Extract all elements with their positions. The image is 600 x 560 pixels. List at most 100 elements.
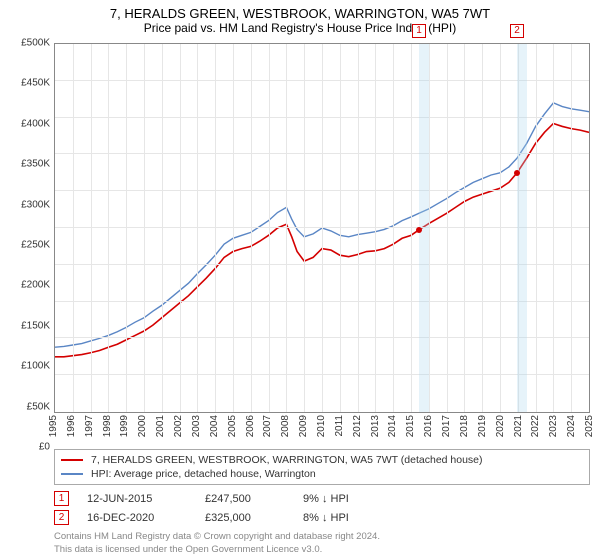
y-axis: £0£50K£100K£150K£200K£250K£300K£350K£400…	[10, 43, 54, 447]
transaction-row: 2 16-DEC-2020 £325,000 8% ↓ HPI	[54, 510, 590, 525]
transaction-relation: 9% ↓ HPI	[303, 493, 590, 505]
transaction-date: 12-JUN-2015	[87, 493, 187, 505]
gridline-vertical	[429, 44, 430, 412]
x-tick-label: 2000	[137, 415, 148, 437]
gridline-vertical	[126, 44, 127, 412]
x-tick-label: 2012	[352, 415, 363, 437]
y-tick-label: £250K	[21, 239, 50, 250]
gridline-vertical	[553, 44, 554, 412]
x-tick-label: 2017	[441, 415, 452, 437]
x-tick-label: 2020	[495, 415, 506, 437]
plot-region: 12	[54, 43, 590, 413]
x-tick-label: 2003	[191, 415, 202, 437]
plot-wrap: 12 1995199619971998199920002001200220032…	[54, 43, 590, 447]
gridline-vertical	[180, 44, 181, 412]
x-axis: 1995199619971998199920002001200220032004…	[54, 413, 590, 447]
gridline-vertical	[251, 44, 252, 412]
transaction-relation: 8% ↓ HPI	[303, 512, 590, 524]
x-tick-label: 2005	[227, 415, 238, 437]
x-tick-label: 1998	[102, 415, 113, 437]
y-tick-label: £50K	[27, 401, 50, 412]
gridline-vertical	[375, 44, 376, 412]
legend-label: 7, HERALDS GREEN, WESTBROOK, WARRINGTON,…	[91, 453, 483, 467]
x-tick-label: 1999	[119, 415, 130, 437]
gridline-vertical	[108, 44, 109, 412]
gridline-vertical	[322, 44, 323, 412]
y-tick-label: £450K	[21, 78, 50, 89]
gridline-vertical	[91, 44, 92, 412]
legend-item: 7, HERALDS GREEN, WESTBROOK, WARRINGTON,…	[61, 453, 583, 467]
gridline-vertical	[144, 44, 145, 412]
gridline-vertical	[358, 44, 359, 412]
y-tick-label: £0	[39, 441, 50, 452]
x-tick-label: 2013	[370, 415, 381, 437]
x-tick-label: 2024	[566, 415, 577, 437]
x-tick-label: 2023	[548, 415, 559, 437]
legend-box: 7, HERALDS GREEN, WESTBROOK, WARRINGTON,…	[54, 449, 590, 485]
x-tick-label: 2009	[298, 415, 309, 437]
transactions-table: 1 12-JUN-2015 £247,500 9% ↓ HPI 2 16-DEC-2020…	[54, 491, 590, 529]
y-tick-label: £350K	[21, 159, 50, 170]
attribution: Contains HM Land Registry data © Crown c…	[54, 531, 590, 556]
legend-swatch	[61, 473, 83, 475]
transaction-marker	[416, 227, 422, 233]
transaction-badge: 2	[54, 510, 69, 525]
attribution-line: Contains HM Land Registry data © Crown c…	[54, 531, 590, 543]
gridline-vertical	[215, 44, 216, 412]
chart-subtitle: Price paid vs. HM Land Registry's House …	[10, 21, 590, 35]
legend-item: HPI: Average price, detached house, Warr…	[61, 467, 583, 481]
x-tick-label: 2007	[262, 415, 273, 437]
x-tick-label: 2014	[387, 415, 398, 437]
gridline-vertical	[340, 44, 341, 412]
x-tick-label: 1996	[66, 415, 77, 437]
x-tick-label: 2008	[280, 415, 291, 437]
x-tick-label: 2006	[245, 415, 256, 437]
transaction-badge: 1	[54, 491, 69, 506]
x-tick-label: 2021	[513, 415, 524, 437]
transaction-row: 1 12-JUN-2015 £247,500 9% ↓ HPI	[54, 491, 590, 506]
marker-label: 1	[412, 24, 426, 38]
y-tick-label: £400K	[21, 118, 50, 129]
gridline-vertical	[286, 44, 287, 412]
gridline-vertical	[304, 44, 305, 412]
highlight-band	[517, 44, 527, 412]
x-tick-label: 1995	[48, 415, 59, 437]
x-tick-label: 2022	[530, 415, 541, 437]
transaction-price: £247,500	[205, 493, 285, 505]
y-tick-label: £150K	[21, 320, 50, 331]
legend-swatch	[61, 459, 83, 461]
x-tick-label: 2015	[405, 415, 416, 437]
y-tick-label: £300K	[21, 199, 50, 210]
gridline-vertical	[411, 44, 412, 412]
y-tick-label: £200K	[21, 280, 50, 291]
x-tick-label: 2001	[155, 415, 166, 437]
x-tick-label: 2010	[316, 415, 327, 437]
gridline-vertical	[464, 44, 465, 412]
gridline-vertical	[162, 44, 163, 412]
gridline-vertical	[500, 44, 501, 412]
x-tick-label: 2019	[477, 415, 488, 437]
gridline-vertical	[447, 44, 448, 412]
chart-container: 7, HERALDS GREEN, WESTBROOK, WARRINGTON,…	[0, 0, 600, 560]
x-tick-label: 2011	[334, 415, 345, 437]
chart-area: £0£50K£100K£150K£200K£250K£300K£350K£400…	[10, 43, 590, 447]
gridline-vertical	[269, 44, 270, 412]
x-tick-label: 2004	[209, 415, 220, 437]
transaction-price: £325,000	[205, 512, 285, 524]
transaction-marker	[514, 170, 520, 176]
x-tick-label: 2016	[423, 415, 434, 437]
gridline-vertical	[197, 44, 198, 412]
marker-label: 2	[510, 24, 524, 38]
y-tick-label: £500K	[21, 38, 50, 49]
y-tick-label: £100K	[21, 361, 50, 372]
gridline-vertical	[233, 44, 234, 412]
gridline-vertical	[482, 44, 483, 412]
attribution-line: This data is licensed under the Open Gov…	[54, 544, 590, 556]
gridline-vertical	[536, 44, 537, 412]
chart-title: 7, HERALDS GREEN, WESTBROOK, WARRINGTON,…	[10, 6, 590, 21]
x-tick-label: 1997	[84, 415, 95, 437]
legend-label: HPI: Average price, detached house, Warr…	[91, 467, 316, 481]
gridline-vertical	[73, 44, 74, 412]
x-tick-label: 2002	[173, 415, 184, 437]
transaction-date: 16-DEC-2020	[87, 512, 187, 524]
